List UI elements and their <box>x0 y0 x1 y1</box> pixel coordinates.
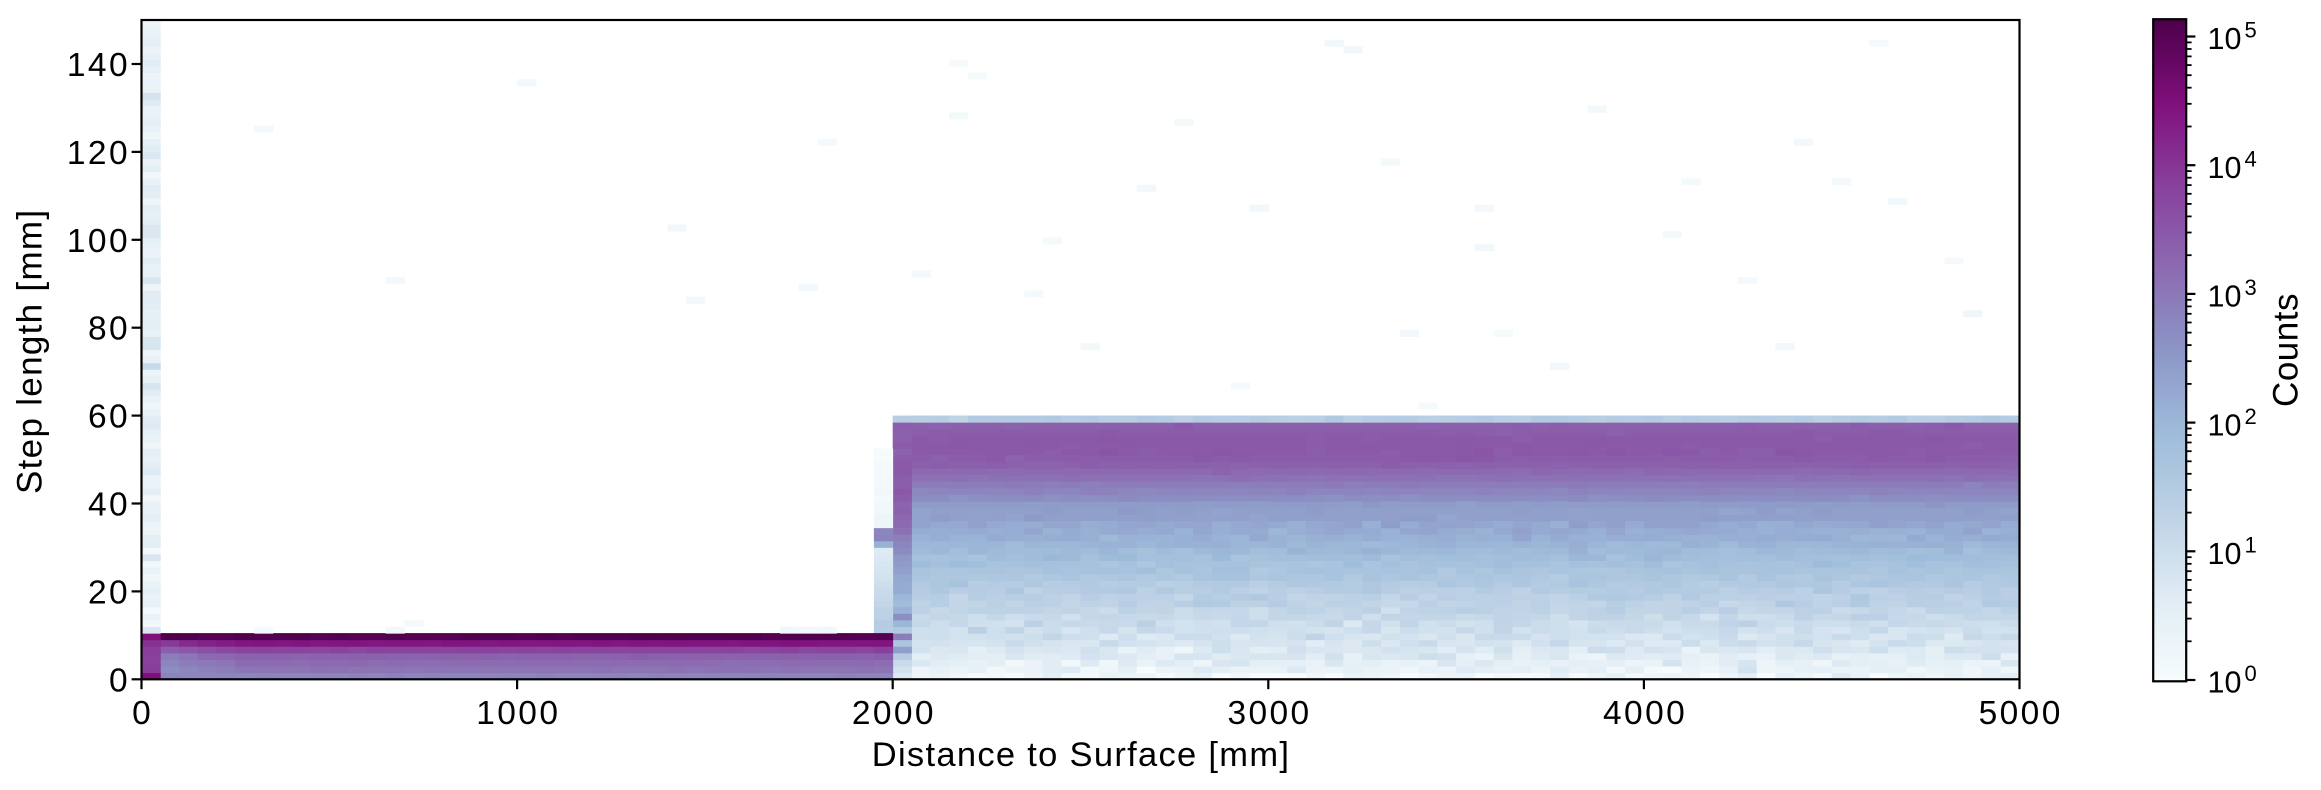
svg-text:40: 40 <box>88 487 130 524</box>
svg-text:2000: 2000 <box>852 695 936 732</box>
svg-text:80: 80 <box>88 311 130 348</box>
svg-text:Step length [mm]: Step length [mm] <box>11 209 50 494</box>
svg-text:0: 0 <box>2245 661 2257 686</box>
svg-text:5000: 5000 <box>1979 695 2063 732</box>
svg-text:3000: 3000 <box>1227 695 1311 732</box>
svg-text:4000: 4000 <box>1603 695 1687 732</box>
svg-text:10: 10 <box>2208 280 2242 314</box>
svg-text:0: 0 <box>109 662 130 699</box>
svg-text:140: 140 <box>67 47 130 84</box>
svg-text:3: 3 <box>2245 275 2257 300</box>
svg-text:5: 5 <box>2245 18 2257 43</box>
svg-text:4: 4 <box>2245 146 2257 171</box>
svg-text:120: 120 <box>67 135 130 172</box>
svg-text:2: 2 <box>2245 404 2257 429</box>
svg-text:Distance to Surface [mm]: Distance to Surface [mm] <box>872 736 1291 774</box>
svg-text:10: 10 <box>2208 408 2242 442</box>
svg-text:10: 10 <box>2208 151 2242 185</box>
svg-text:20: 20 <box>88 574 130 611</box>
svg-text:10: 10 <box>2208 537 2242 571</box>
svg-text:1000: 1000 <box>476 695 560 732</box>
svg-text:10: 10 <box>2208 22 2242 56</box>
svg-text:1: 1 <box>2245 533 2257 558</box>
svg-text:100: 100 <box>67 223 130 260</box>
svg-text:10: 10 <box>2208 666 2242 700</box>
svg-text:Counts: Counts <box>2267 293 2306 407</box>
svg-text:60: 60 <box>88 399 130 436</box>
svg-text:0: 0 <box>132 695 153 732</box>
